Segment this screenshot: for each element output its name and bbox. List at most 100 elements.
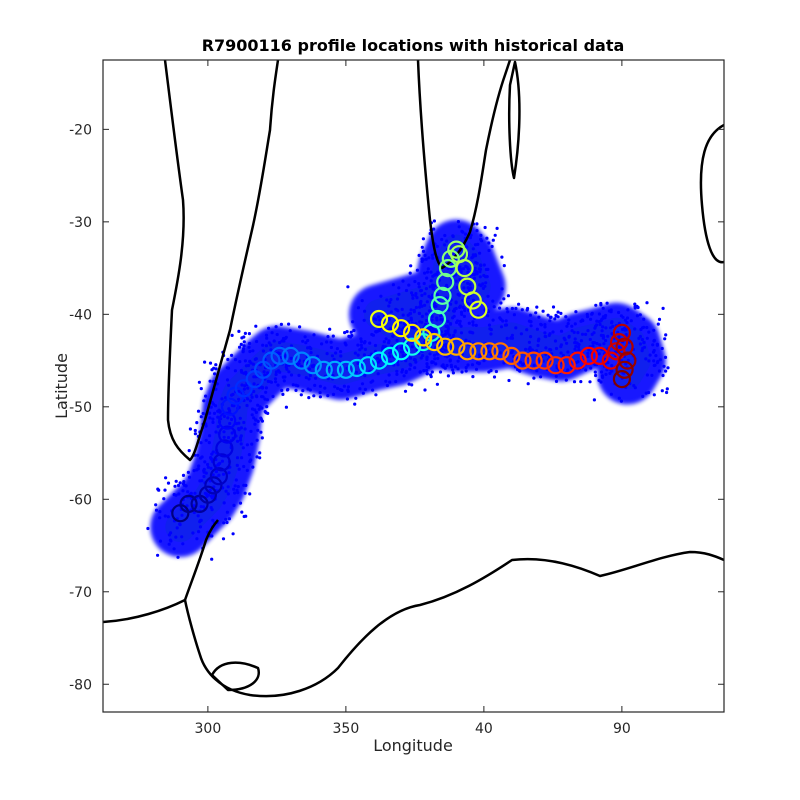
historical-point bbox=[224, 489, 228, 493]
historical-point bbox=[466, 363, 470, 367]
historical-point bbox=[340, 388, 344, 392]
historical-point bbox=[216, 425, 220, 429]
historical-point bbox=[597, 312, 602, 316]
historical-point bbox=[291, 383, 295, 387]
historical-point bbox=[425, 368, 429, 373]
historical-point bbox=[586, 355, 590, 359]
historical-point bbox=[665, 387, 669, 391]
historical-point bbox=[476, 242, 480, 246]
historical-point bbox=[609, 326, 613, 330]
historical-point bbox=[486, 294, 490, 298]
historical-point bbox=[597, 352, 601, 356]
historical-point bbox=[242, 347, 246, 351]
historical-point bbox=[323, 386, 327, 390]
historical-point bbox=[548, 319, 552, 323]
historical-point bbox=[541, 309, 545, 313]
historical-point bbox=[452, 314, 456, 318]
historical-point bbox=[567, 318, 571, 322]
historical-point bbox=[249, 429, 253, 433]
historical-point bbox=[158, 539, 163, 543]
historical-point bbox=[425, 362, 429, 366]
historical-point bbox=[556, 310, 560, 314]
historical-point bbox=[652, 328, 656, 332]
historical-point bbox=[544, 346, 548, 350]
historical-point bbox=[435, 293, 439, 297]
historical-point bbox=[313, 383, 317, 387]
historical-point bbox=[283, 375, 287, 379]
profile-marker bbox=[425, 333, 444, 352]
historical-point bbox=[509, 351, 513, 355]
historical-point bbox=[227, 517, 231, 521]
profile-marker bbox=[314, 360, 333, 379]
historical-point bbox=[284, 335, 288, 339]
historical-point bbox=[401, 353, 405, 358]
profile-marker bbox=[215, 439, 234, 458]
historical-point bbox=[479, 239, 484, 243]
historical-point bbox=[423, 292, 427, 296]
historical-point bbox=[409, 318, 413, 322]
historical-point bbox=[425, 300, 429, 304]
historical-point bbox=[441, 333, 445, 337]
historical-point bbox=[243, 331, 247, 335]
historical-point bbox=[391, 334, 395, 338]
historical-point bbox=[458, 304, 462, 308]
historical-point bbox=[594, 303, 598, 307]
historical-point bbox=[241, 446, 245, 450]
profile-marker bbox=[325, 360, 344, 379]
historical-point bbox=[239, 342, 243, 346]
historical-point bbox=[446, 374, 450, 378]
historical-point bbox=[245, 468, 249, 472]
historical-point bbox=[420, 320, 424, 324]
x-tick-label: 300 bbox=[195, 721, 222, 737]
historical-point bbox=[243, 384, 247, 388]
historical-point bbox=[208, 411, 212, 415]
historical-point bbox=[297, 362, 301, 366]
historical-point bbox=[297, 373, 301, 377]
historical-point bbox=[226, 436, 231, 440]
historical-point bbox=[642, 341, 646, 345]
historical-point bbox=[360, 299, 364, 303]
historical-point bbox=[652, 393, 656, 397]
historical-point bbox=[466, 302, 470, 306]
historical-point bbox=[466, 281, 470, 285]
historical-point bbox=[239, 438, 243, 442]
historical-point bbox=[256, 419, 260, 423]
historical-point bbox=[638, 342, 643, 346]
historical-point bbox=[577, 348, 581, 352]
historical-point bbox=[608, 371, 612, 375]
historical-point bbox=[400, 307, 404, 311]
historical-point bbox=[464, 365, 468, 370]
historical-data-layer bbox=[146, 219, 670, 561]
historical-point bbox=[244, 514, 248, 518]
historical-point bbox=[623, 318, 628, 322]
historical-point bbox=[658, 358, 662, 362]
historical-point bbox=[415, 268, 419, 272]
historical-point bbox=[420, 293, 424, 297]
historical-point bbox=[166, 481, 171, 485]
historical-point bbox=[444, 343, 448, 347]
historical-point bbox=[200, 479, 204, 483]
historical-point bbox=[510, 306, 514, 311]
historical-point bbox=[483, 225, 487, 230]
profile-marker bbox=[502, 346, 521, 365]
historical-point bbox=[486, 344, 490, 348]
profile-marker bbox=[557, 356, 576, 375]
historical-point bbox=[632, 384, 636, 388]
historical-point bbox=[289, 373, 294, 377]
historical-point bbox=[445, 355, 449, 359]
historical-point bbox=[499, 325, 504, 329]
historical-point bbox=[232, 404, 236, 408]
historical-point bbox=[422, 281, 426, 286]
historical-point bbox=[210, 508, 214, 512]
historical-point bbox=[339, 350, 343, 354]
historical-point bbox=[493, 233, 497, 237]
historical-point bbox=[574, 310, 578, 314]
historical-point bbox=[430, 314, 434, 319]
historical-point bbox=[535, 369, 539, 373]
historical-point bbox=[174, 479, 178, 483]
historical-point bbox=[466, 267, 470, 271]
historical-point bbox=[594, 373, 598, 378]
historical-point bbox=[435, 352, 439, 356]
historical-point bbox=[575, 341, 579, 345]
